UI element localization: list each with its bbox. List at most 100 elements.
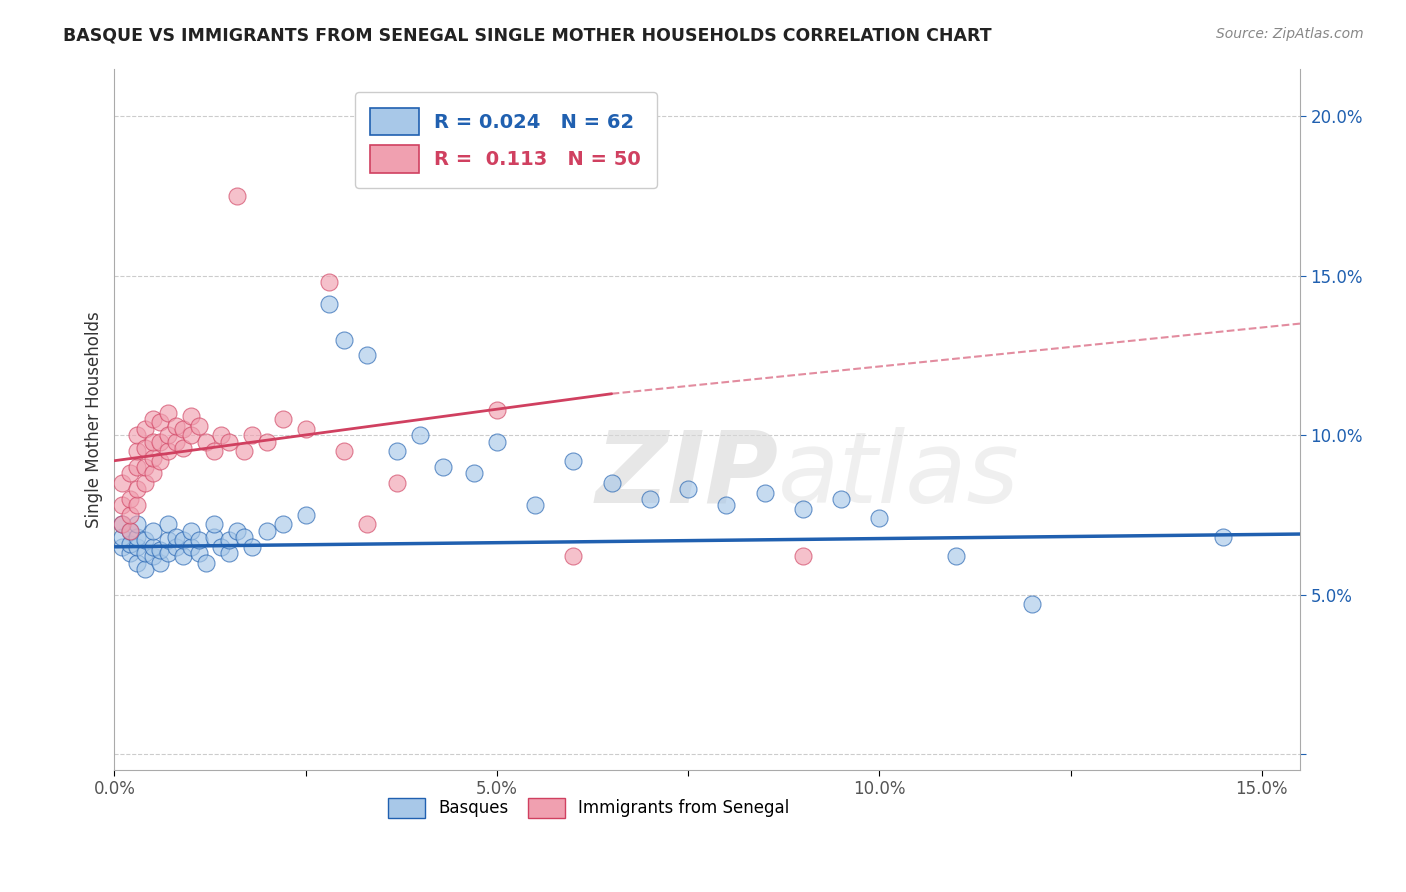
Point [111,476,134,491]
Point [149,416,172,430]
Point [165,540,187,554]
Point [118,524,141,538]
Point [409,428,432,442]
Point [127,428,149,442]
Point [271,517,294,532]
Point [118,467,141,481]
Point [142,524,165,538]
Point [118,491,141,506]
Point [256,434,278,449]
Point [202,444,225,458]
Point [240,428,263,442]
Point [127,556,149,570]
Point [172,533,194,548]
Point [156,546,179,560]
Point [187,533,209,548]
Point [134,460,156,475]
Point [202,530,225,544]
Point [127,444,149,458]
Point [118,524,141,538]
Point [172,422,194,436]
Point [225,524,247,538]
Point [524,499,547,513]
Point [202,517,225,532]
Point [111,517,134,532]
Point [356,349,378,363]
Point [333,333,356,347]
Point [187,418,209,433]
Point [134,546,156,560]
Point [1021,597,1043,611]
Point [111,517,134,532]
Point [149,556,172,570]
Text: Source: ZipAtlas.com: Source: ZipAtlas.com [1216,27,1364,41]
Point [118,546,141,560]
Point [1212,530,1234,544]
Point [485,402,508,417]
Point [211,540,233,554]
Point [149,543,172,558]
Point [562,549,585,564]
Point [485,434,508,449]
Point [142,540,165,554]
Point [180,428,202,442]
Point [156,533,179,548]
Point [134,562,156,576]
Point [294,508,316,522]
Point [149,453,172,467]
Point [432,460,454,475]
Point [156,406,179,420]
Point [111,530,134,544]
Point [134,422,156,436]
Point [127,540,149,554]
Point [111,499,134,513]
Point [256,524,278,538]
Text: atlas: atlas [779,427,1019,524]
Point [127,499,149,513]
Point [111,540,134,554]
Point [149,434,172,449]
Point [127,483,149,497]
Point [387,444,409,458]
Point [868,511,890,525]
Point [463,467,485,481]
Point [172,549,194,564]
Point [172,441,194,455]
Point [142,549,165,564]
Point [195,556,218,570]
Y-axis label: Single Mother Households: Single Mother Households [86,311,103,528]
Point [180,409,202,423]
Point [195,434,218,449]
Point [218,434,240,449]
Point [318,275,340,289]
Point [180,540,202,554]
Point [142,450,165,465]
Point [754,485,776,500]
Point [233,530,256,544]
Point [211,428,233,442]
Point [134,476,156,491]
Legend: Basques, Immigrants from Senegal: Basques, Immigrants from Senegal [381,791,796,825]
Point [387,476,409,491]
Text: BASQUE VS IMMIGRANTS FROM SENEGAL SINGLE MOTHER HOUSEHOLDS CORRELATION CHART: BASQUE VS IMMIGRANTS FROM SENEGAL SINGLE… [63,27,991,45]
Point [233,444,256,458]
Point [294,422,316,436]
Point [156,444,179,458]
Text: ZIP: ZIP [595,427,779,524]
Point [318,297,340,311]
Point [134,533,156,548]
Point [165,434,187,449]
Point [127,517,149,532]
Point [156,428,179,442]
Point [156,517,179,532]
Point [118,508,141,522]
Point [134,441,156,455]
Point [218,546,240,560]
Point [792,549,814,564]
Point [118,536,141,550]
Point [187,546,209,560]
Point [165,530,187,544]
Point [792,501,814,516]
Point [127,530,149,544]
Point [225,189,247,203]
